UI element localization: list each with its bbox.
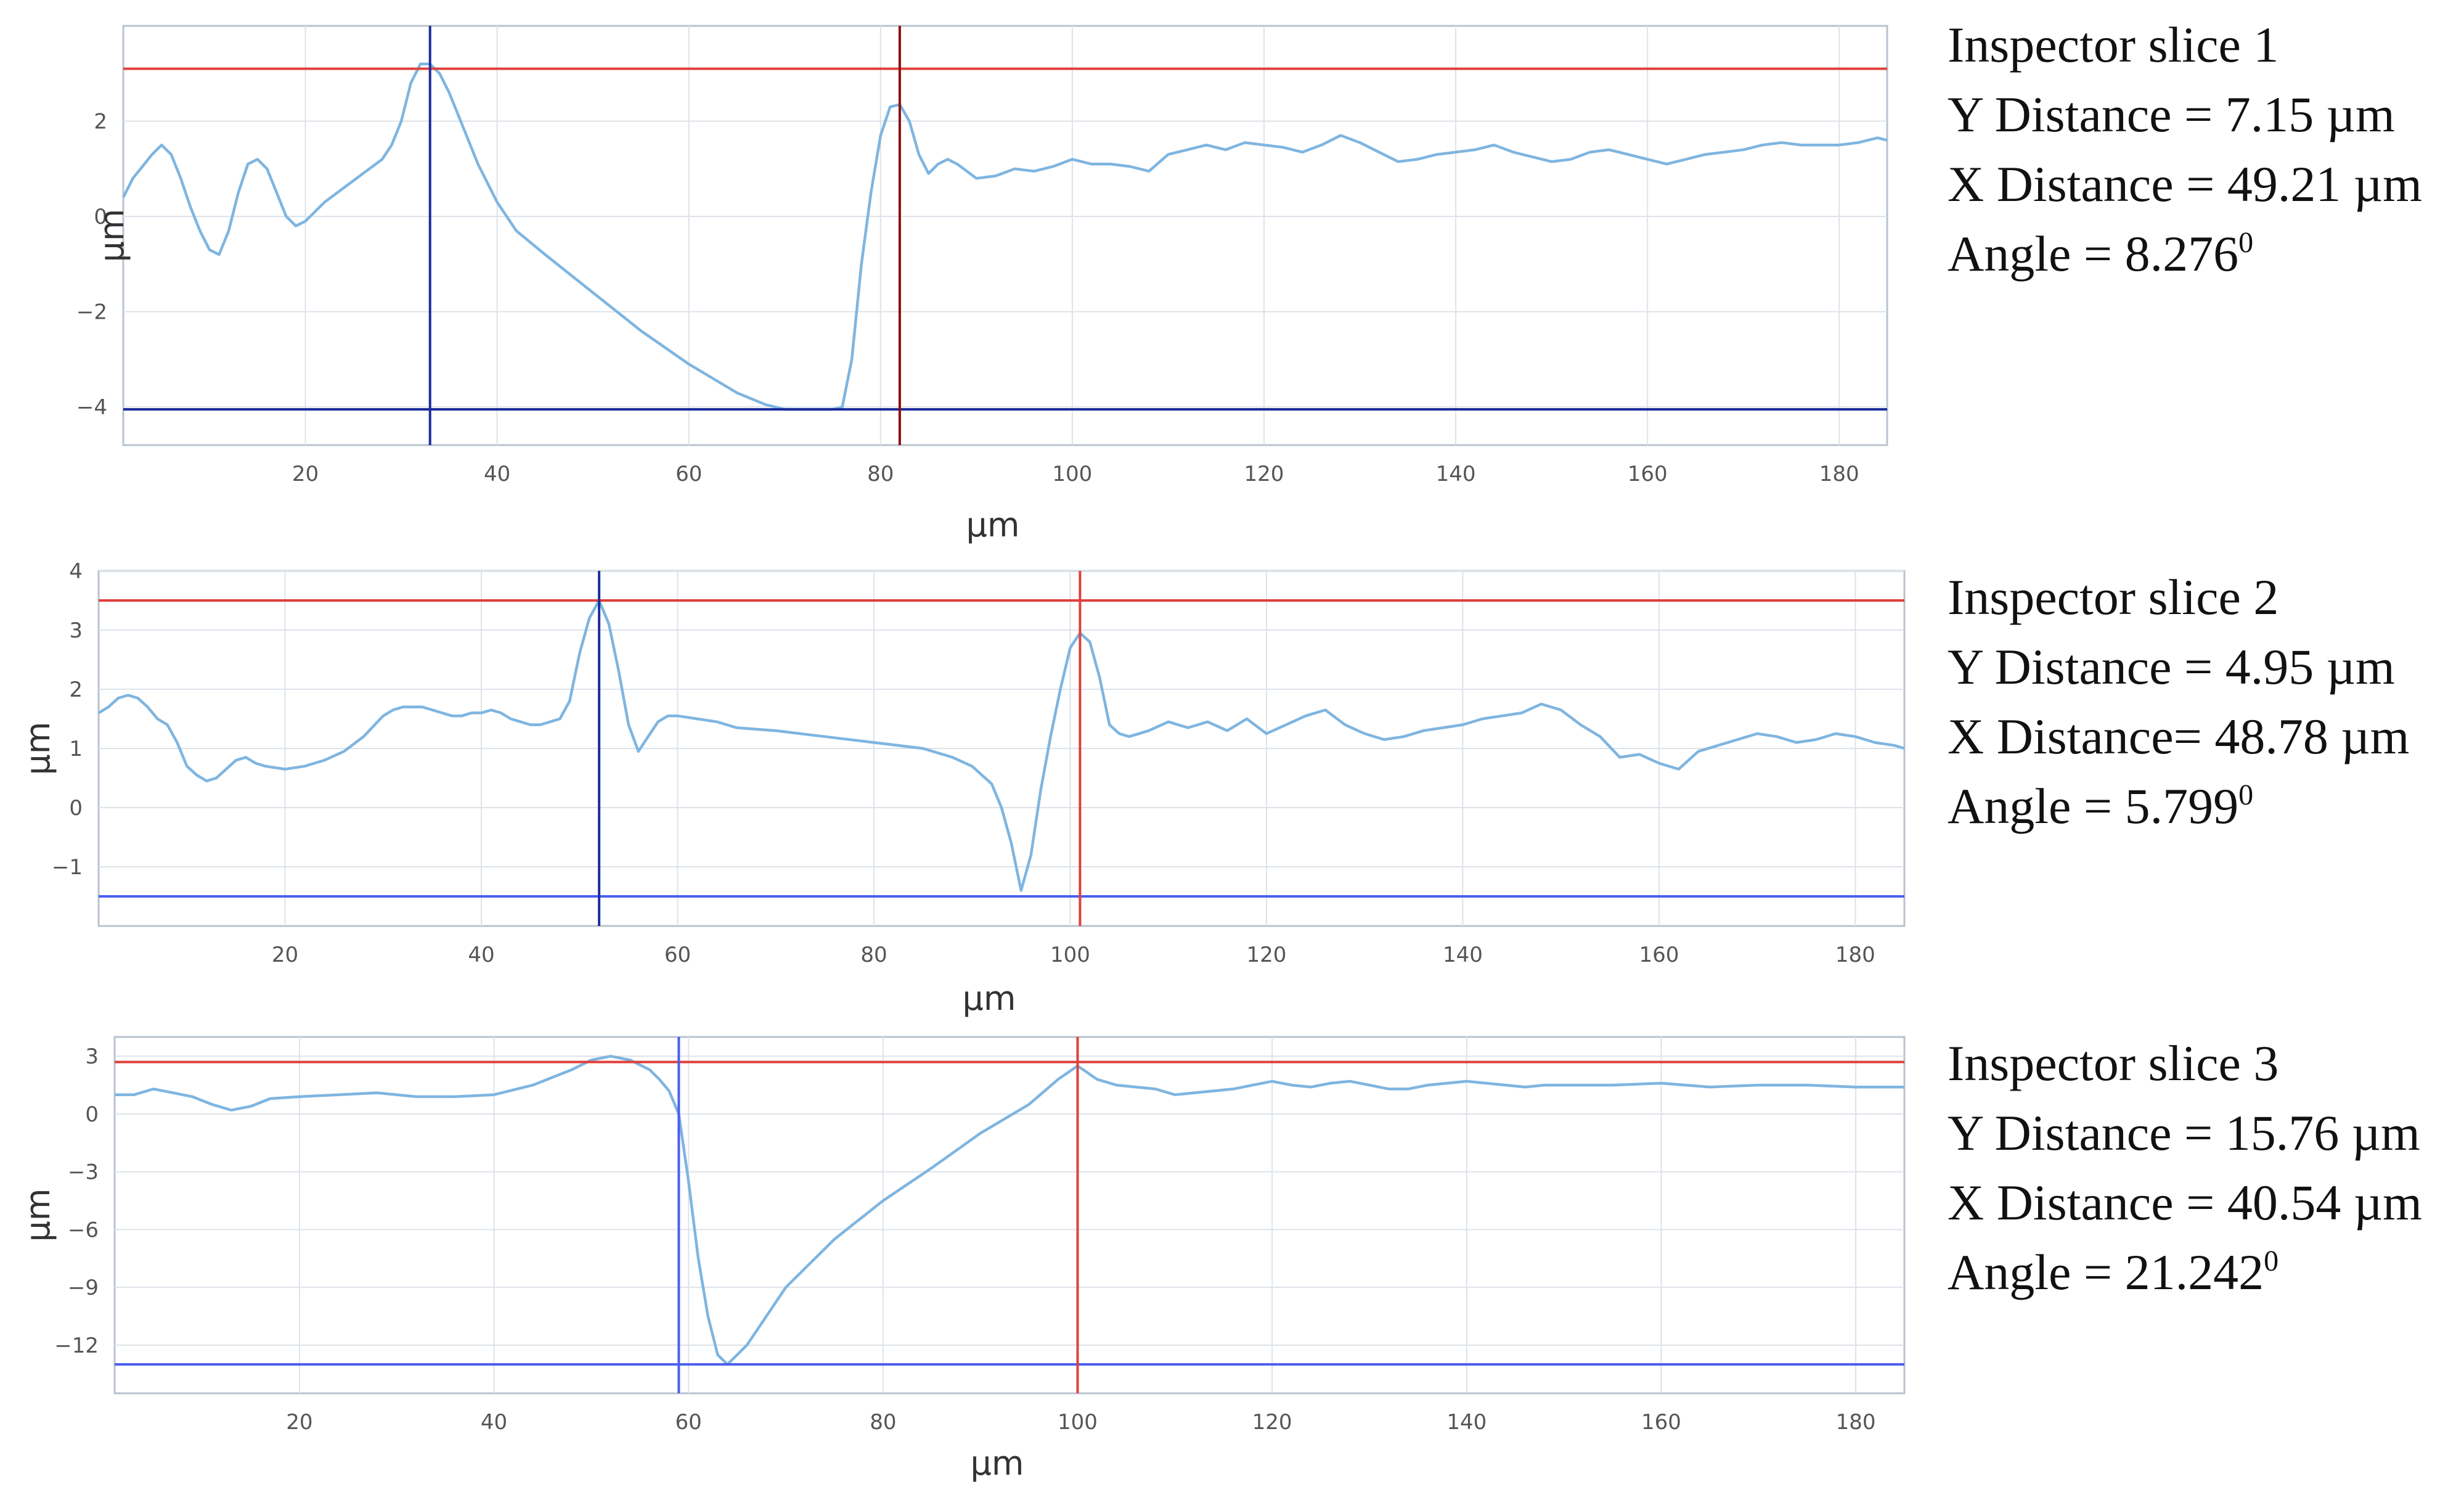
- y-tick-label: 1: [69, 737, 83, 761]
- y-tick-label: −9: [68, 1276, 99, 1300]
- x-tick-label: 140: [1443, 943, 1483, 967]
- x-tick-label: 180: [1835, 943, 1875, 967]
- x-distance-2: X Distance= 48.78 µm: [1948, 708, 2410, 764]
- y-axis-title-2: µm: [18, 722, 57, 776]
- x-tick-label: 80: [870, 1410, 896, 1435]
- angle-value-1: Angle = 8.276: [1948, 226, 2239, 282]
- x-tick-label: 100: [1050, 943, 1090, 967]
- slice-title-1: Inspector slice 1: [1948, 17, 2279, 73]
- x-tick-label: 40: [481, 1410, 507, 1435]
- slice-title-2: Inspector slice 2: [1948, 569, 2279, 625]
- x-tick-label: 40: [484, 462, 510, 486]
- x-tick-label: 20: [286, 1410, 312, 1435]
- angle-1: Angle = 8.2760: [1948, 219, 2422, 289]
- y-tick-label: 0: [85, 1102, 99, 1127]
- y-tick-label: 0: [69, 796, 83, 821]
- x-tick-label: 140: [1436, 462, 1476, 486]
- y-tick-label: −1: [52, 855, 83, 880]
- y-tick-label: 3: [85, 1044, 99, 1069]
- y-tick-label: −4: [76, 395, 107, 420]
- angle-2: Angle = 5.7990: [1948, 771, 2409, 841]
- y-tick-label: 4: [69, 559, 83, 584]
- y-tick-label: 2: [94, 110, 107, 134]
- y-tick-label: −2: [76, 300, 107, 325]
- x-tick-label: 160: [1628, 462, 1668, 486]
- angle-value-2: Angle = 5.799: [1948, 778, 2239, 834]
- x-tick-label: 120: [1246, 943, 1286, 967]
- x-tick-label: 120: [1244, 462, 1284, 486]
- info-panel-2: Inspector slice 2 Y Distance = 4.95 µm X…: [1948, 562, 2409, 841]
- x-tick-label: 160: [1639, 943, 1679, 967]
- x-tick-label: 60: [675, 1410, 702, 1435]
- profile-line-1: [121, 62, 1888, 411]
- x-tick-label: 60: [675, 462, 702, 486]
- y-axis-title-3: µm: [18, 1189, 57, 1242]
- x-tick-label: 40: [468, 943, 494, 967]
- x-tick-label: 80: [860, 943, 887, 967]
- x-tick-label: 80: [867, 462, 894, 486]
- x-tick-label: 100: [1052, 462, 1092, 486]
- y-tick-label: −12: [54, 1333, 99, 1358]
- angle-degree-3: 0: [2264, 1245, 2279, 1277]
- angle-3: Angle = 21.2420: [1948, 1237, 2422, 1307]
- profile-line-2: [97, 599, 1905, 892]
- y-tick-label: 3: [69, 618, 83, 643]
- y-tick-label: −6: [68, 1218, 99, 1242]
- slice-title-3: Inspector slice 3: [1948, 1035, 2279, 1091]
- x-tick-label: 120: [1252, 1410, 1292, 1435]
- x-distance-3: X Distance = 40.54 µm: [1948, 1174, 2422, 1231]
- x-tick-label: 20: [272, 943, 298, 967]
- angle-value-3: Angle = 21.242: [1948, 1244, 2264, 1300]
- y-distance-2: Y Distance = 4.95 µm: [1948, 639, 2395, 695]
- chart-panel-3: −12 −9 −6 −3 0 3 20 40 60 80 100 120 140 160 180 µm µm: [0, 1023, 1917, 1487]
- plot-area-3: [113, 1036, 1906, 1395]
- x-tick-label: 160: [1641, 1410, 1681, 1435]
- x-axis-title-1: µm: [966, 506, 1020, 544]
- profile-line-3: [115, 1054, 1904, 1366]
- x-axis-title-3: µm: [971, 1444, 1024, 1483]
- chart-panel-2: −1 0 1 2 3 4 20 40 60 80 100 120 140 160 180 µm µm: [0, 555, 1917, 1023]
- x-axis-title-2: µm: [963, 979, 1016, 1018]
- x-tick-label: 100: [1058, 1410, 1098, 1435]
- x-tick-label: 60: [664, 943, 691, 967]
- y-tick-label: 0: [94, 205, 107, 229]
- info-panel-1: Inspector slice 1 Y Distance = 7.15 µm X…: [1948, 10, 2422, 289]
- x-distance-1: X Distance = 49.21 µm: [1948, 156, 2422, 212]
- y-distance-3: Y Distance = 15.76 µm: [1948, 1105, 2420, 1161]
- x-tick-label: 20: [292, 462, 319, 486]
- x-tick-label: 140: [1446, 1410, 1487, 1435]
- angle-degree-2: 0: [2238, 779, 2254, 811]
- chart-panel-1: −4 −2 0 2 20 40 60 80 100 120 140 160 180 µm µm: [0, 0, 1917, 555]
- angle-degree-1: 0: [2238, 226, 2254, 259]
- x-tick-label: 180: [1819, 462, 1859, 486]
- chart-2: −1 0 1 2 3 4 20 40 60 80 100 120 140 160 180 µm µm: [18, 559, 1906, 1018]
- x-tick-label: 180: [1836, 1410, 1876, 1435]
- y-distance-1: Y Distance = 7.15 µm: [1948, 86, 2395, 142]
- chart-3: −12 −9 −6 −3 0 3 20 40 60 80 100 120 140 160 180 µm µm: [18, 1036, 1906, 1483]
- y-tick-label: 2: [69, 678, 83, 702]
- chart-1: −4 −2 0 2 20 40 60 80 100 120 140 160 180 µm µm: [76, 25, 1888, 544]
- y-axis-title-1: µm: [92, 209, 131, 263]
- info-panel-3: Inspector slice 3 Y Distance = 15.76 µm …: [1948, 1028, 2422, 1307]
- plot-area-1: [122, 25, 1888, 446]
- y-tick-label: −3: [68, 1160, 99, 1185]
